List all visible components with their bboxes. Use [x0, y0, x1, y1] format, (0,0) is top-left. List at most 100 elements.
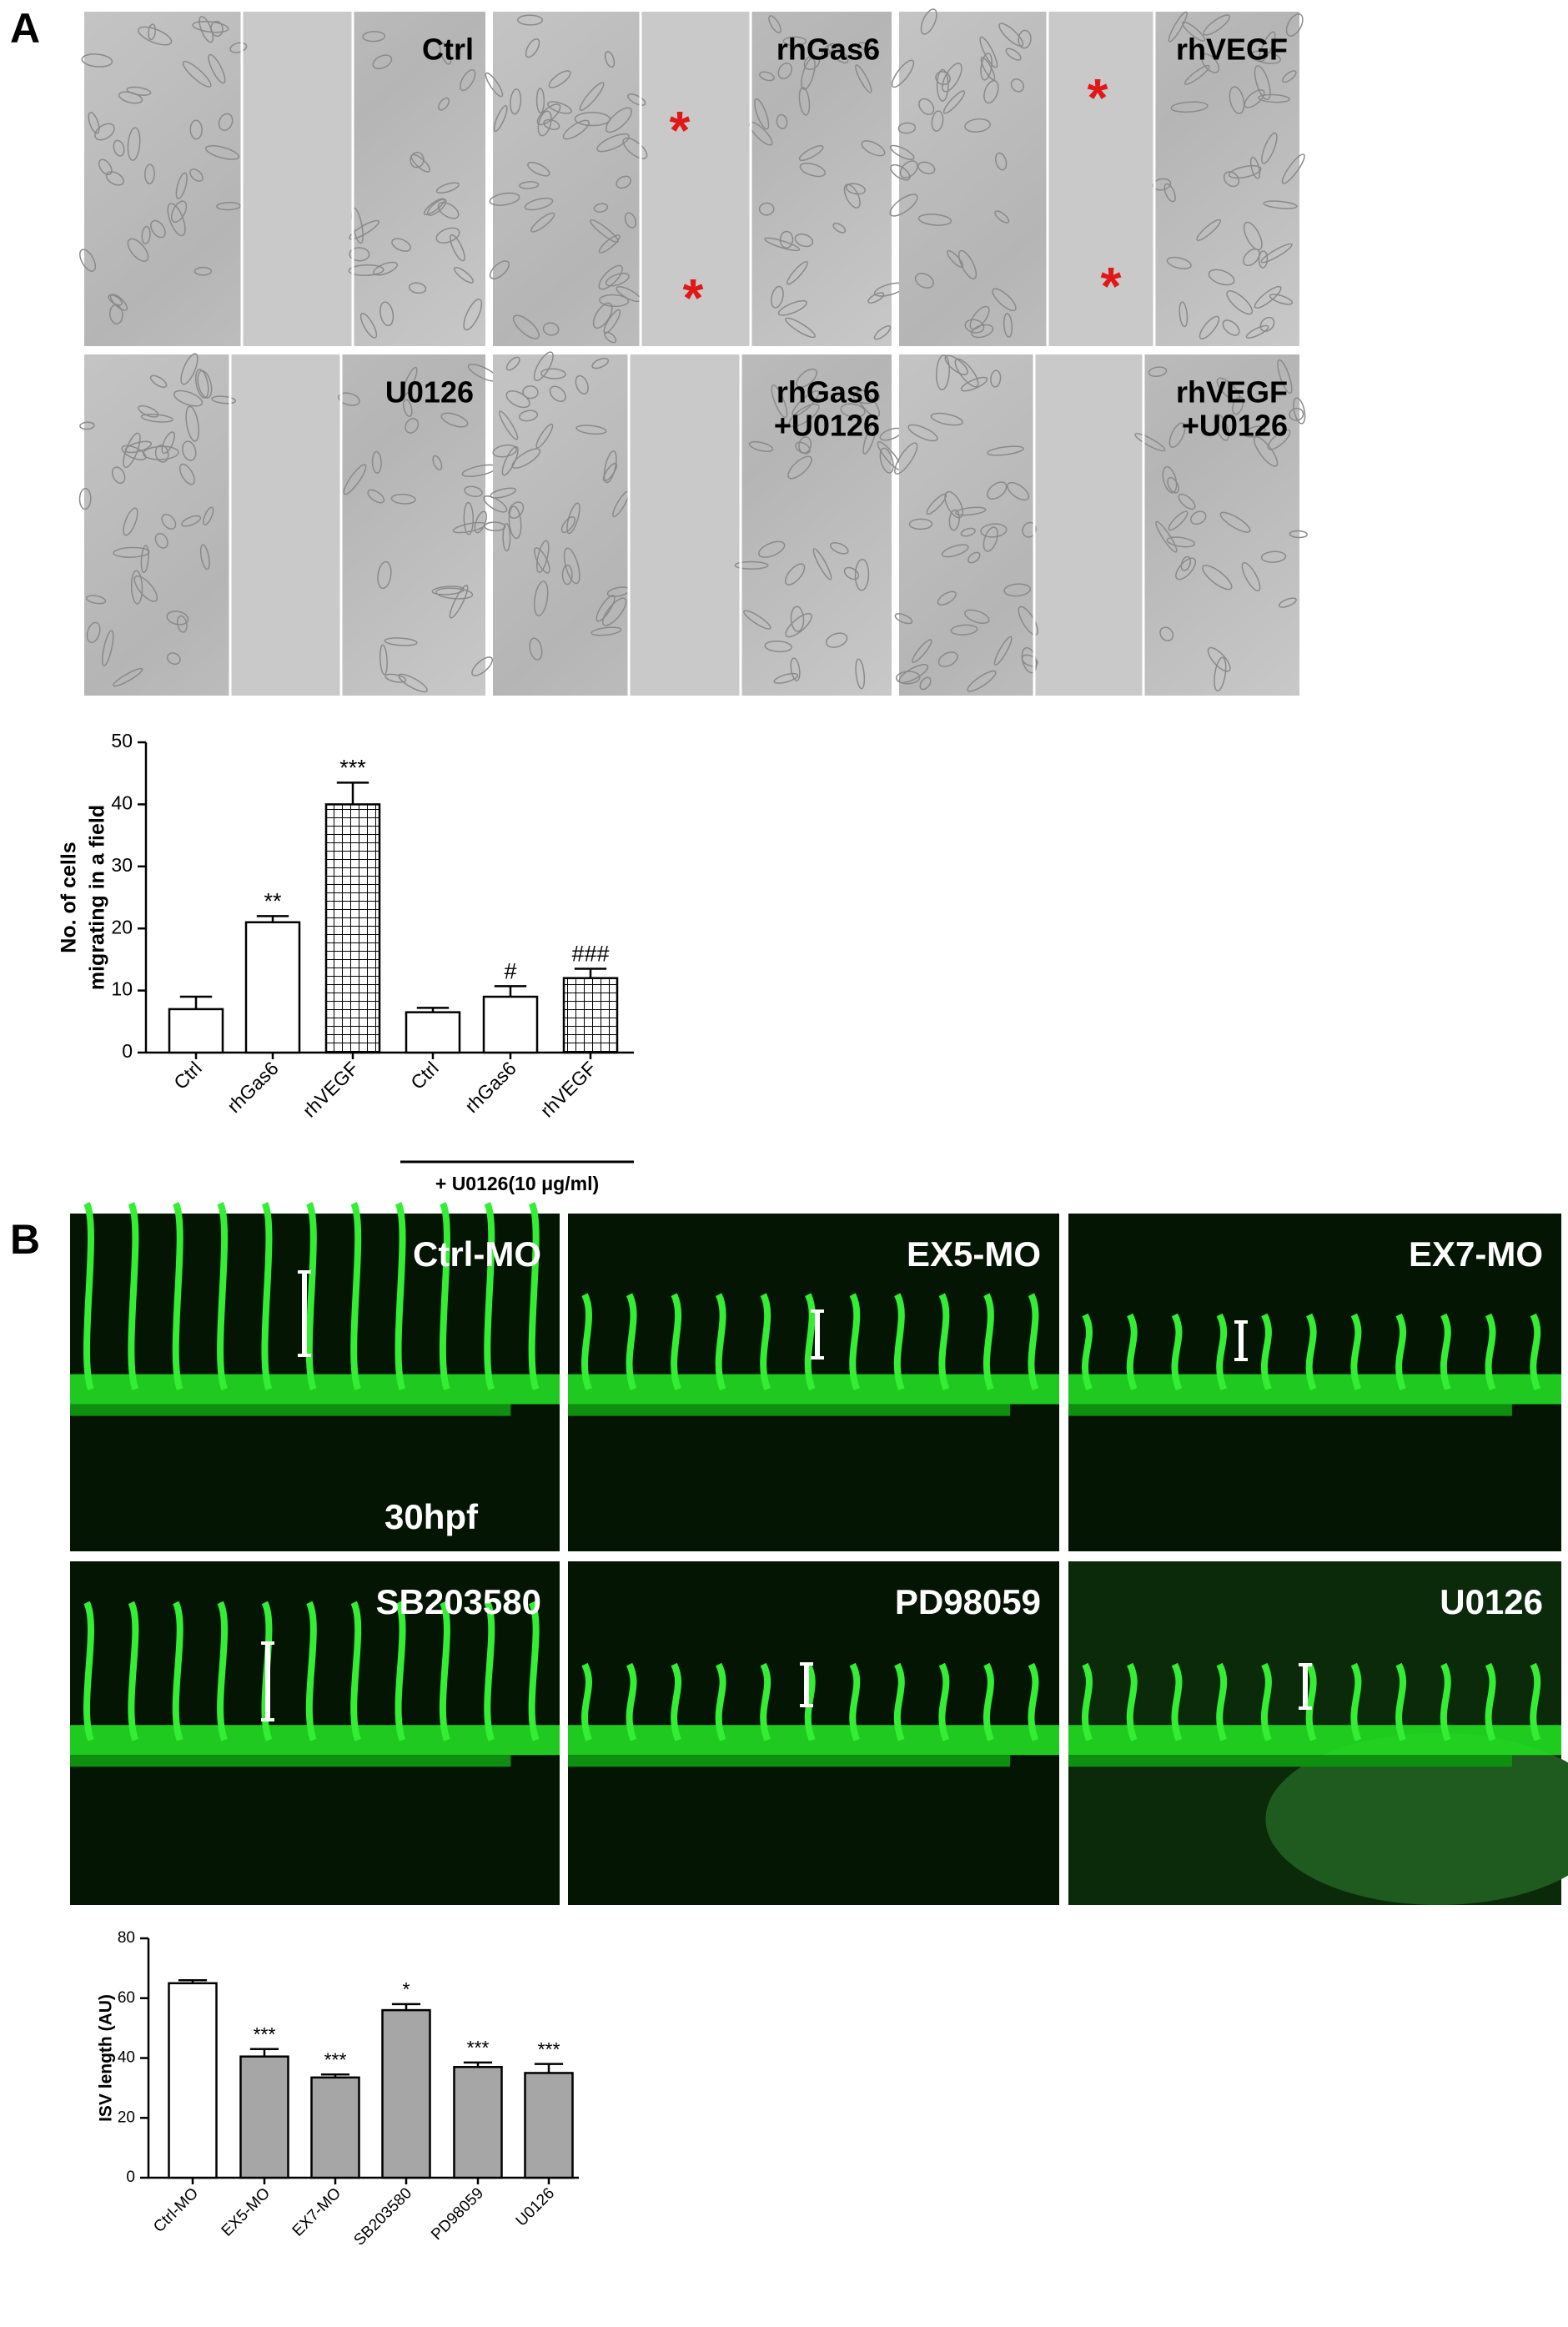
cell: [1241, 562, 1261, 592]
cell: [489, 260, 510, 279]
cell: [81, 53, 113, 68]
cell: [402, 366, 418, 396]
cell: [384, 637, 418, 646]
isv: [1028, 1293, 1039, 1391]
cell: [167, 203, 186, 237]
cell: [140, 545, 149, 574]
cell: [827, 44, 849, 64]
cell: [591, 626, 622, 636]
cell: [758, 540, 786, 558]
cell: [979, 36, 998, 68]
cell: [1199, 315, 1220, 339]
cell: [771, 384, 788, 419]
x-tick-label: SB203580: [350, 2184, 415, 2249]
image-label: PD98059: [895, 1582, 1041, 1621]
cell: [1219, 511, 1251, 533]
cell: [140, 413, 173, 423]
cell: [124, 440, 153, 454]
cell: [536, 103, 561, 126]
isv: [1082, 1313, 1093, 1391]
cell: [603, 450, 617, 484]
x-tick-label: U0126: [513, 2184, 558, 2229]
cell: [993, 636, 1013, 666]
cell: [785, 317, 816, 339]
cell: [438, 97, 450, 111]
cell: [1166, 256, 1192, 269]
cell: [88, 112, 100, 134]
group-label: + U0126(10 μg/ml): [435, 1173, 599, 1194]
cell: [748, 440, 774, 452]
cell: [980, 57, 996, 81]
isv: [938, 1662, 950, 1741]
isv: [217, 1202, 229, 1390]
cell: [862, 423, 877, 455]
cell: [967, 551, 981, 564]
migrating-cell-marker: *: [1088, 68, 1108, 128]
cell: [561, 564, 573, 586]
wound-gap: [1048, 12, 1154, 346]
isv: [439, 1202, 450, 1390]
cell: [734, 560, 769, 570]
cell: [1003, 583, 1032, 597]
cell: [1223, 171, 1240, 188]
isv: [1126, 1313, 1138, 1391]
cell: [524, 197, 554, 211]
cell: [1180, 555, 1192, 571]
cell: [460, 68, 476, 92]
y-axis-label: migrating in a field: [86, 805, 109, 990]
isv: [128, 1202, 139, 1390]
cell: [566, 502, 580, 535]
x-tick-label: Ctrl-MO: [150, 2184, 202, 2236]
bar: [324, 803, 381, 1054]
dorsal-aorta: [568, 1725, 1059, 1756]
cell: [1222, 319, 1240, 336]
significance: #: [504, 959, 516, 984]
cell: [1155, 520, 1178, 553]
cell: [489, 192, 520, 206]
cell: [829, 541, 849, 555]
cell: [530, 212, 555, 233]
cell: [535, 540, 550, 574]
cell: [1168, 510, 1189, 531]
cell: [1269, 294, 1294, 305]
isv: [581, 1293, 592, 1391]
cell: [1181, 21, 1206, 42]
cell: [94, 123, 115, 141]
cell: [379, 644, 388, 676]
cell: [598, 264, 623, 290]
cell: [907, 424, 938, 442]
isv: [1028, 1662, 1039, 1741]
cell: [512, 314, 540, 339]
cell: [197, 369, 213, 399]
cell: [889, 144, 915, 160]
cell: [1214, 413, 1229, 441]
cell: [759, 71, 775, 82]
cell: [180, 353, 199, 385]
cell: [384, 673, 407, 683]
cell: [133, 575, 158, 602]
cell: [1243, 248, 1260, 267]
dorsal-aorta: [70, 1374, 560, 1405]
isv: [1530, 1662, 1541, 1741]
cell: [596, 595, 616, 622]
isv: [1350, 1662, 1362, 1741]
cell: [1003, 313, 1013, 338]
cell: [591, 357, 610, 369]
y-tick-label: 60: [118, 1989, 135, 2007]
cell: [1005, 48, 1022, 61]
cell: [1018, 29, 1032, 49]
cell: [873, 325, 892, 340]
image-label: rhGas6: [776, 33, 880, 67]
cell: [435, 227, 460, 244]
isv: [983, 1662, 994, 1741]
cell: [349, 219, 379, 240]
cell: [596, 133, 630, 153]
significance: ###: [571, 942, 609, 967]
cell: [173, 390, 204, 407]
cell: [948, 509, 960, 531]
isv: [804, 1662, 816, 1741]
bar: [562, 977, 619, 1054]
cell: [801, 58, 816, 91]
cell: [540, 368, 566, 379]
cell: [79, 249, 97, 272]
